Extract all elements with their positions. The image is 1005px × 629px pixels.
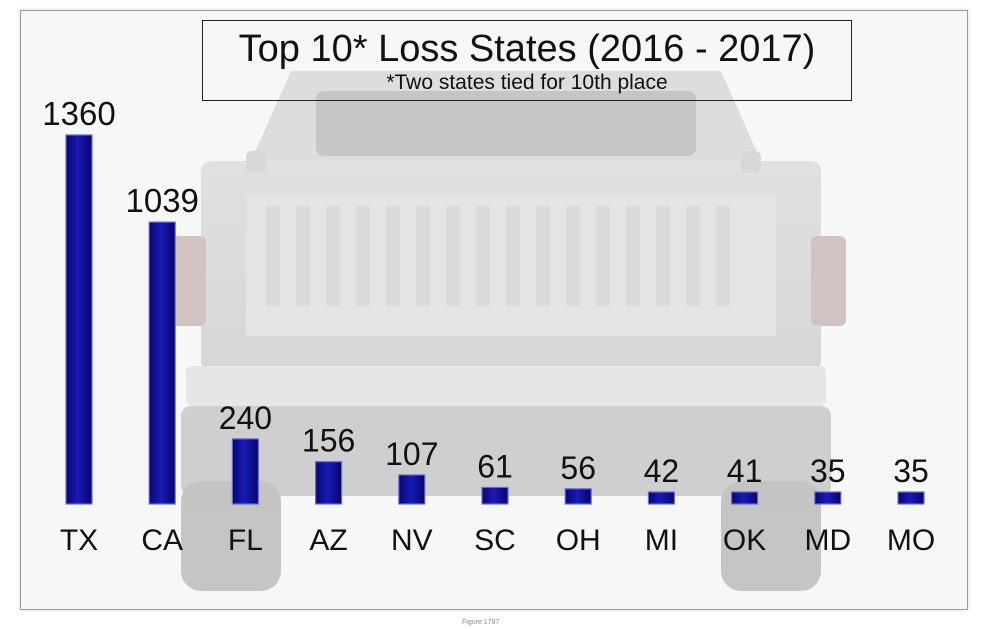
bar-az bbox=[315, 461, 343, 505]
category-label-ca: CA bbox=[141, 524, 183, 557]
value-label-ok: 41 bbox=[727, 453, 763, 489]
bar-tx bbox=[65, 134, 93, 505]
category-label-fl: FL bbox=[228, 524, 263, 557]
figure-caption: Figure 1787 bbox=[462, 619, 500, 626]
truck-background-image bbox=[171, 71, 846, 591]
bar-md bbox=[814, 491, 842, 505]
chart-title-box: Top 10* Loss States (2016 - 2017) *Two s… bbox=[202, 20, 852, 101]
bar-ca bbox=[148, 221, 176, 505]
value-label-ca: 1039 bbox=[125, 182, 198, 219]
value-label-fl: 240 bbox=[219, 400, 272, 436]
chart-title: Top 10* Loss States (2016 - 2017) bbox=[238, 28, 816, 70]
bar-nv bbox=[398, 474, 426, 505]
category-label-sc: SC bbox=[474, 524, 516, 557]
bar-oh bbox=[564, 488, 592, 505]
bar-mo bbox=[897, 491, 925, 505]
value-label-md: 35 bbox=[810, 453, 846, 489]
category-label-mi: MI bbox=[645, 524, 678, 557]
value-label-mo: 35 bbox=[893, 453, 929, 489]
category-label-tx: TX bbox=[60, 524, 98, 557]
category-label-oh: OH bbox=[556, 524, 601, 557]
bar-chart: 1360 1039 240 156 107 61 56 42 41 35 35 TX CA FL AZ NV… bbox=[42, 71, 935, 591]
bar-sc bbox=[481, 486, 509, 505]
value-label-tx: 1360 bbox=[42, 95, 115, 132]
value-label-mi: 42 bbox=[644, 453, 680, 489]
category-label-md: MD bbox=[804, 524, 851, 557]
chart-subtitle: *Two states tied for 10th place bbox=[386, 71, 668, 94]
category-label-az: AZ bbox=[309, 524, 347, 557]
bar-mi bbox=[647, 491, 676, 505]
bar-fl bbox=[231, 438, 259, 505]
category-label-mo: MO bbox=[887, 524, 935, 557]
category-label-nv: NV bbox=[391, 524, 433, 557]
category-label-ok: OK bbox=[723, 524, 766, 557]
bar-ok bbox=[730, 491, 759, 505]
value-label-az: 156 bbox=[302, 423, 355, 459]
chart-frame: 1360 1039 240 156 107 61 56 42 41 35 35 TX CA FL AZ NV… bbox=[20, 10, 968, 610]
value-label-sc: 61 bbox=[477, 448, 513, 484]
value-label-nv: 107 bbox=[385, 436, 438, 472]
value-label-oh: 56 bbox=[560, 450, 596, 486]
